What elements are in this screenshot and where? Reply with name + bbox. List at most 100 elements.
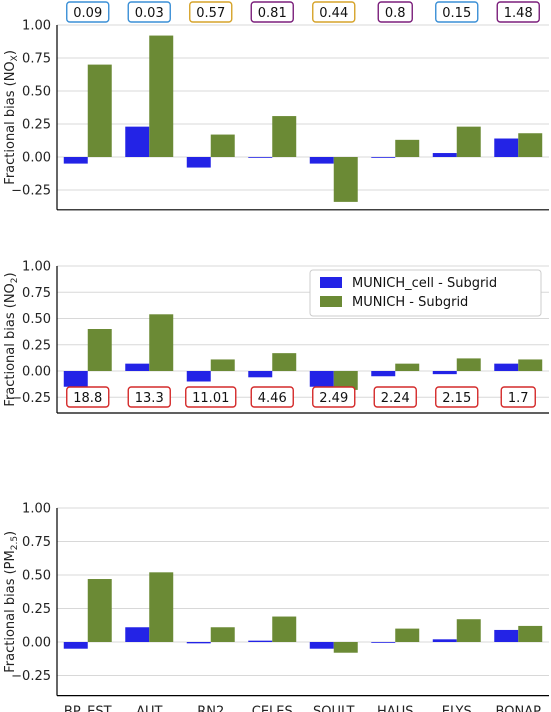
annotation-value: 0.44 <box>319 6 348 21</box>
y-tick-label: 0.75 <box>22 52 51 67</box>
y-axis-label-sub: 2 <box>10 277 20 283</box>
bar-munich-cell-soult <box>309 371 334 387</box>
annotation-box: 13.3 <box>127 386 171 408</box>
annotation-value: 13.3 <box>135 391 164 406</box>
y-tick-label: 0.25 <box>22 118 51 133</box>
x-tick-label: AUT <box>136 705 162 712</box>
y-tick-label: 0.75 <box>22 286 51 301</box>
bar-munich-elys <box>456 126 481 157</box>
bar-munich-aut <box>149 314 174 371</box>
annotation-box: 0.57 <box>189 1 233 23</box>
annotation-value: 0.15 <box>442 6 471 21</box>
y-tick-label: 1.00 <box>22 502 51 517</box>
annotation-box: 18.8 <box>66 386 110 408</box>
bar-munich-haus <box>395 139 420 157</box>
y-axis-label-tail: ) <box>3 531 18 536</box>
annotation-box: 0.09 <box>66 1 110 23</box>
annotation-box: 2.24 <box>373 386 417 408</box>
annotation-value: 2.24 <box>381 391 410 406</box>
y-axis-label-main: Fractional bias (NO <box>3 61 18 184</box>
annotation-box: 11.01 <box>185 386 237 408</box>
bar-munich-cell-soult <box>309 642 334 649</box>
annotation-box-frame <box>373 386 417 408</box>
y-tick-label: 0.50 <box>22 85 51 100</box>
bar-munich-cell-aut <box>125 126 150 157</box>
y-tick-label: 0.25 <box>22 338 51 353</box>
bar-munich-cell-rn2 <box>186 642 211 644</box>
bar-munich-cell-haus <box>371 157 396 158</box>
legend-frame <box>309 269 542 317</box>
bar-munich-haus <box>395 628 420 642</box>
annotation-box: 1.7 <box>500 386 536 408</box>
bar-munich-bonap <box>518 359 543 371</box>
bar-munich-cell-elys <box>432 153 457 157</box>
y-tick-label: 0.00 <box>22 365 51 380</box>
annotation-box-frame <box>250 1 294 23</box>
annotation-box-frame <box>377 1 413 23</box>
annotation-box-frame <box>189 1 233 23</box>
annotation-value: 1.48 <box>504 6 533 21</box>
y-axis-label: Fractional bias (PM2.5) <box>3 531 20 673</box>
bar-munich-bonap <box>518 625 543 642</box>
annotation-box-frame <box>66 1 110 23</box>
annotation-box-frame <box>185 386 237 408</box>
annotation-value: 0.8 <box>385 6 406 21</box>
bar-munich-rn2 <box>210 359 235 371</box>
x-tick-label: BP_EST <box>64 705 112 712</box>
bar-munich-cell-celes <box>248 640 273 642</box>
annotation-box-frame <box>250 386 294 408</box>
bar-munich-celes <box>272 616 297 642</box>
y-axis-label-tail: ) <box>3 272 18 277</box>
annotation-box-frame <box>127 386 171 408</box>
bar-munich-cell-celes <box>248 371 273 378</box>
annotation-box: 2.15 <box>435 386 479 408</box>
bar-munich-celes <box>272 353 297 371</box>
bar-munich-cell-elys <box>432 639 457 642</box>
annotation-box-frame <box>435 1 479 23</box>
bar-munich-cell-elys <box>432 371 457 375</box>
bar-munich-elys <box>456 619 481 642</box>
bar-munich-aut <box>149 572 174 642</box>
annotation-box-frame <box>127 1 171 23</box>
annotation-box-frame <box>500 386 536 408</box>
y-tick-label: 0.75 <box>22 535 51 550</box>
bar-munich-bp_est <box>87 579 112 642</box>
legend-label: MUNICH - Subgrid <box>352 295 468 310</box>
legend-swatch <box>320 296 342 307</box>
x-tick-label: CELES <box>252 705 293 712</box>
bar-munich-bonap <box>518 133 543 157</box>
annotation-value: 4.46 <box>258 391 287 406</box>
y-axis-label-main: Fractional bias (PM <box>3 550 18 672</box>
y-tick-label: 1.00 <box>22 260 51 275</box>
y-axis-label: Fractional bias (NO2) <box>3 272 20 406</box>
annotation-box: 1.48 <box>496 1 540 23</box>
bar-munich-cell-rn2 <box>186 157 211 168</box>
bar-munich-bp_est <box>87 329 112 371</box>
bar-munich-bp_est <box>87 64 112 157</box>
bar-munich-cell-bonap <box>494 138 519 157</box>
annotation-value: 0.81 <box>258 6 287 21</box>
bar-munich-cell-rn2 <box>186 371 211 382</box>
bar-munich-elys <box>456 358 481 371</box>
bar-munich-cell-soult <box>309 157 334 164</box>
bar-munich-cell-haus <box>371 371 396 377</box>
annotation-box-frame <box>496 1 540 23</box>
annotation-value: 2.15 <box>442 391 471 406</box>
annotation-box: 2.49 <box>312 386 356 408</box>
annotation-box-frame <box>435 386 479 408</box>
bar-munich-cell-bp_est <box>63 642 88 649</box>
y-axis-label-main: Fractional bias (NO <box>3 283 18 406</box>
bar-munich-soult <box>333 642 358 653</box>
y-tick-label: 0.00 <box>22 636 51 651</box>
bar-munich-cell-bonap <box>494 363 519 371</box>
annotation-box: 0.15 <box>435 1 479 23</box>
annotation-value: 2.49 <box>319 391 348 406</box>
bar-munich-cell-bp_est <box>63 371 88 387</box>
y-tick-label: 0.50 <box>22 569 51 584</box>
legend: MUNICH_cell - Subgrid MUNICH - Subgrid <box>309 269 542 317</box>
bar-munich-cell-bp_est <box>63 157 88 164</box>
y-axis-label-sub: 2.5 <box>10 536 20 550</box>
bar-munich-haus <box>395 363 420 371</box>
